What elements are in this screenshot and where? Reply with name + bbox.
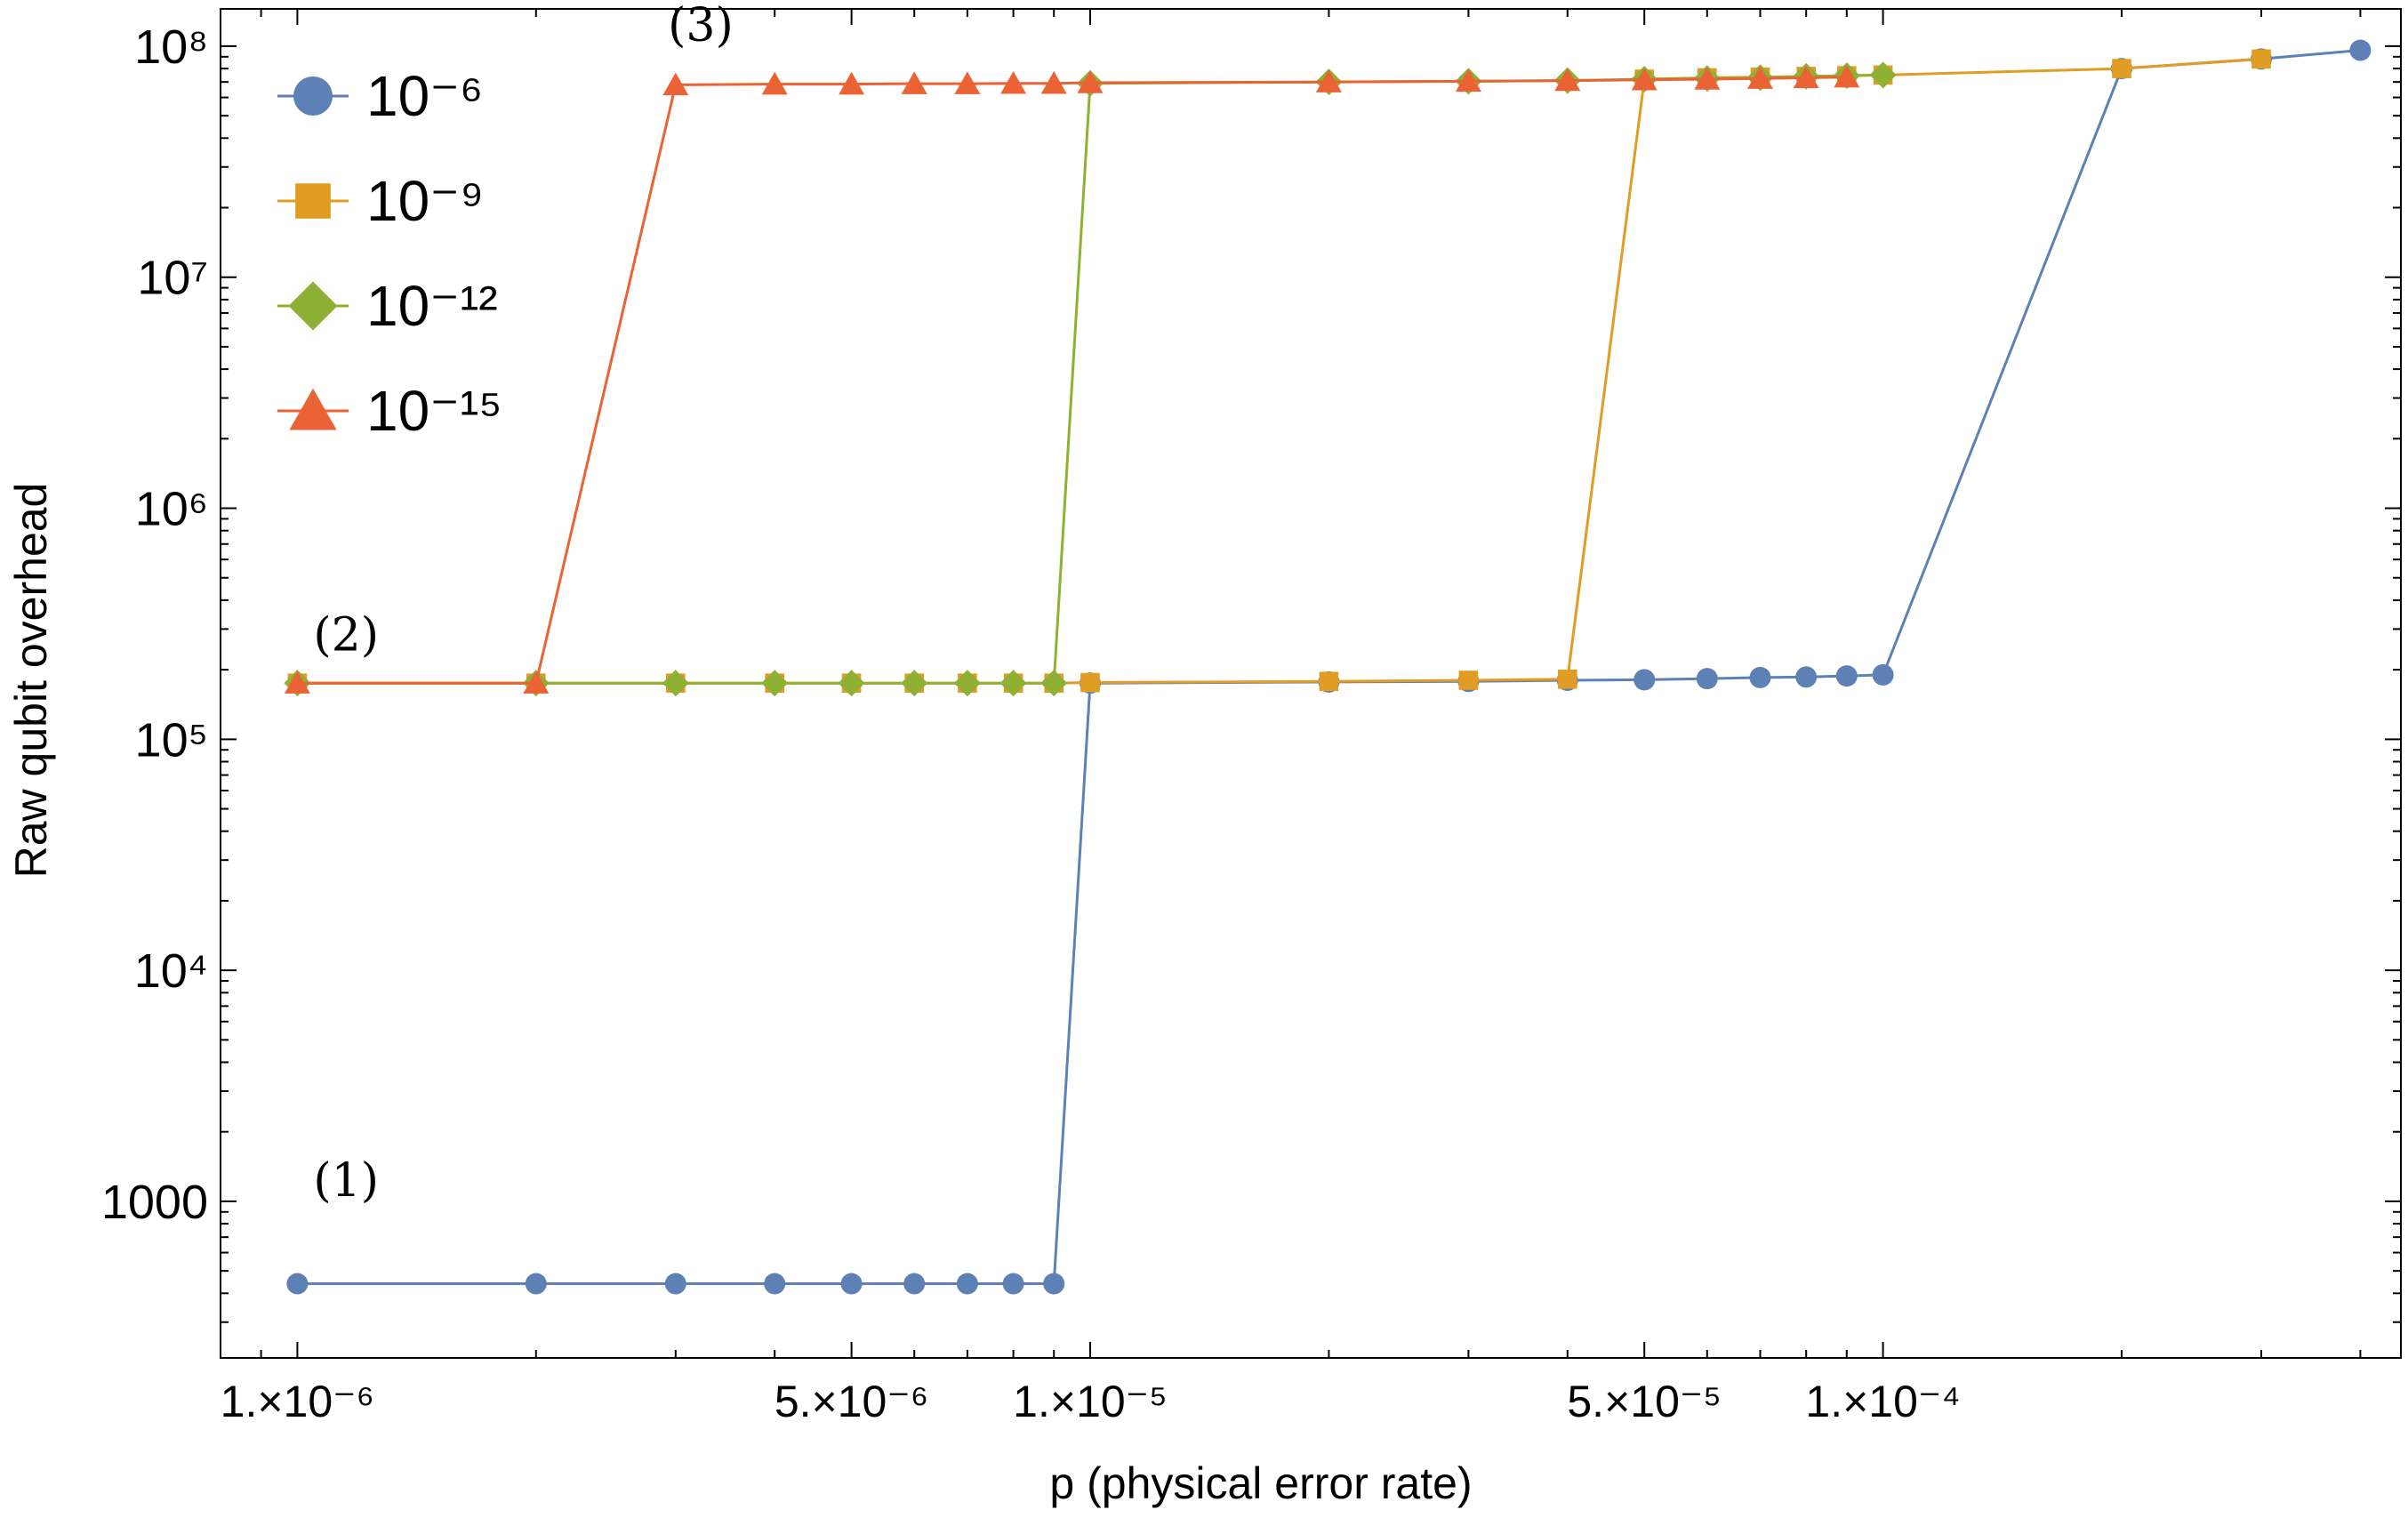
x-tick-label: 5.×10⁻⁶ [775, 1377, 929, 1426]
legend-item: 10⁻¹⁵ [277, 379, 502, 443]
axis-ticks: 1000 10⁴ 10⁵ 10⁶ 10⁷ 10⁸ 1.×10⁻⁶ 5.×10⁻⁶ 1.×10⁻⁵… [101, 9, 2401, 1426]
data-point [901, 670, 928, 697]
data-point [1319, 671, 1339, 692]
y-tick-label: 10⁴ [134, 944, 208, 998]
data-point [525, 1273, 547, 1295]
x-axis-label: p (physical error rate) [1049, 1458, 1472, 1508]
series-4 [284, 64, 1860, 694]
data-point [1557, 669, 1577, 689]
data-point [1746, 66, 1773, 89]
data-point [295, 183, 331, 219]
x-tick-label: 5.×10⁻⁵ [1567, 1377, 1722, 1426]
data-point [956, 1273, 978, 1295]
data-point [1040, 70, 1067, 94]
y-axis-label: Raw qubit overhead [6, 483, 56, 879]
data-point [1633, 669, 1656, 691]
y-tick-label: 1000 [101, 1176, 208, 1229]
data-point [953, 670, 981, 697]
series-3 [284, 61, 1897, 697]
data-point [1458, 671, 1479, 690]
data-point [1080, 672, 1100, 693]
legend-label: 10⁻¹² [366, 274, 498, 338]
x-tick-label: 1.×10⁻⁴ [1805, 1377, 1960, 1426]
data-point [523, 671, 550, 694]
data-point [764, 1273, 786, 1295]
data-point [288, 281, 338, 331]
data-point [1040, 670, 1068, 697]
data-point [839, 71, 865, 95]
legend-label: 10⁻⁹ [366, 169, 484, 233]
data-point [761, 71, 788, 95]
data-point [2349, 39, 2372, 61]
data-point [1694, 67, 1721, 90]
data-point [1455, 68, 1481, 92]
data-point [1554, 68, 1581, 92]
data-point [289, 388, 337, 430]
legend-item: 10⁻⁶ [277, 64, 483, 128]
data-point [1631, 67, 1658, 91]
data-series [284, 39, 2372, 1295]
y-tick-label: 10⁷ [137, 252, 208, 305]
data-point [1835, 665, 1858, 687]
data-point [999, 670, 1027, 697]
legend-item: 10⁻⁹ [277, 169, 484, 233]
data-point [2112, 59, 2131, 78]
legend-label: 10⁻¹⁵ [366, 379, 502, 443]
annotation-label: (3) [668, 0, 734, 52]
plot-area-border [220, 8, 2402, 1359]
data-point [903, 1273, 926, 1295]
data-point [664, 1273, 686, 1295]
data-point [1315, 69, 1342, 92]
data-point [1872, 663, 1894, 686]
annotation-label: (2) [313, 608, 379, 662]
legend-label: 10⁻⁶ [366, 64, 483, 128]
data-point [840, 1273, 863, 1295]
series-line [297, 49, 2361, 1285]
data-point [838, 670, 865, 697]
data-point [286, 1273, 309, 1295]
legend: 10⁻⁶ 10⁻⁹ 10⁻¹² 10⁻¹⁵ [277, 64, 502, 443]
data-point [1043, 1273, 1065, 1295]
legend-item: 10⁻¹² [277, 274, 498, 338]
data-point [1795, 666, 1818, 688]
data-point [1834, 64, 1860, 88]
data-point [284, 671, 310, 694]
annotation-label: (1) [313, 1154, 379, 1208]
data-point [1696, 668, 1718, 690]
data-point [662, 670, 689, 697]
x-tick-label: 1.×10⁻⁵ [1013, 1377, 1168, 1426]
series-line [297, 57, 2262, 685]
data-point [2251, 49, 2271, 69]
data-point [761, 670, 789, 697]
series-line [297, 73, 1883, 685]
data-point [1749, 666, 1771, 688]
series-line [297, 76, 1847, 685]
data-point [293, 76, 333, 116]
y-tick-label: 10⁵ [135, 713, 208, 767]
annotations: (1) (2) (3) [313, 0, 733, 1208]
data-point [1002, 1273, 1024, 1295]
series-2 [287, 49, 2271, 693]
data-point [1077, 70, 1104, 93]
plot-frame [220, 8, 2402, 1359]
data-point [1000, 70, 1027, 94]
data-point [1869, 61, 1897, 89]
series-1 [286, 39, 2372, 1295]
y-tick-label: 10⁶ [135, 483, 208, 536]
x-tick-label: 1.×10⁻⁶ [221, 1377, 375, 1426]
data-point [662, 72, 689, 96]
data-point [901, 71, 927, 94]
y-tick-label: 10⁸ [134, 20, 208, 74]
data-point [954, 71, 981, 94]
data-point [1793, 65, 1819, 89]
